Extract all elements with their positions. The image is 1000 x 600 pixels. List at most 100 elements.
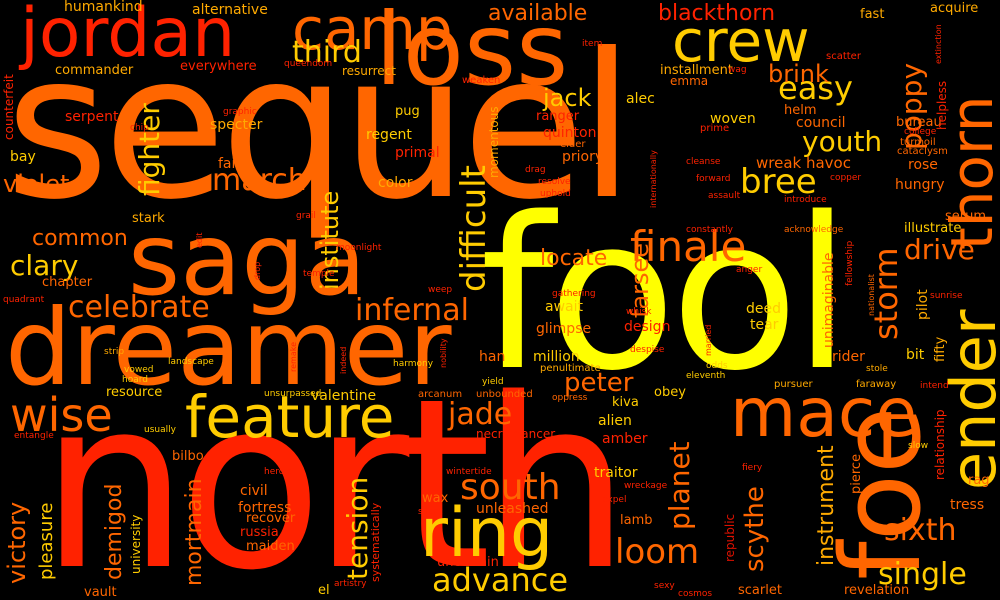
word-sequel: sequel [5,11,635,244]
word-easy: easy [778,69,853,107]
word-acquire: acquire [930,1,979,16]
word-march: march [212,163,307,198]
word-ring: ring [420,494,554,573]
word-amber: amber [602,431,648,447]
word-resource: resource [106,385,163,400]
word-nationalist: nationalist [867,274,876,316]
word-ender: ender [937,309,1000,490]
word-camp: camp [292,0,453,63]
word-necromancer: necromancer [476,427,556,441]
word-penultimate: penultimate [540,363,601,374]
word-cataclysm: cataclysm [897,146,948,157]
word-rider: rider [832,349,865,365]
word-fighter: fighter [133,103,166,196]
word-wax: wax [422,491,449,506]
word-installment: installment [660,63,733,78]
word-drive: drive [904,233,975,266]
word-regent: regent [366,127,412,143]
word-pilot: pilot [915,289,931,320]
word-infernal: infernal [355,293,469,328]
word-unimaginable: unimaginable [821,252,837,348]
word-illustrate: illustrate [904,221,962,236]
word-fast: fast [860,7,885,22]
word-drag: drag [525,165,546,175]
word-married: married [704,324,713,356]
word-kiva: kiva [612,395,639,410]
word-finale: finale [630,222,747,271]
word-uncertain: uncertain [437,555,499,570]
word-serpent: serpent [65,109,119,125]
word-stark: stark [132,211,165,226]
word-pierce: pierce [849,453,864,494]
word-faraway: faraway [856,379,897,390]
word-helpless: helpless [935,80,949,130]
word-jack: jack [543,84,592,112]
word-university: university [129,514,143,574]
word-ranger: ranger [536,109,580,124]
word-constantly: constantly [686,225,733,235]
word-deed: deed [746,301,781,317]
word-relationship: relationship [933,409,947,480]
word-valentine: valentine [311,388,377,404]
word-quadrant: quadrant [3,295,45,305]
word-item: item [582,39,603,49]
word-tress: tress [950,497,985,513]
word-whisk: whisk [626,307,652,317]
word-south: south [460,467,561,508]
word-han: han [479,349,506,365]
word-faith: faith [218,156,250,172]
word-nobility: nobility [439,338,448,368]
word-momentous: momentous [487,106,501,178]
word-scatter: scatter [826,51,861,62]
word-violet: violet [3,170,70,198]
word-council: council [796,115,846,131]
word-sexy: sexy [654,581,675,591]
word-wise: wise [10,388,113,442]
word-unbounded: unbounded [476,389,533,400]
word-chip: chip [130,123,149,133]
word-cleanse: cleanse [686,157,721,167]
word-weep: weep [428,285,453,295]
word-mace: mace [730,374,918,453]
word-wintertide: wintertide [446,467,492,477]
word-alec: alec [626,91,655,107]
word-gathering: gathering [552,289,596,299]
word-victory: victory [3,501,31,584]
word-farseer: farseer [626,233,654,318]
word-tear: tear [750,317,779,333]
word-drop: drop [253,261,262,280]
word-anger: anger [736,265,763,275]
word-traitor: traitor [594,465,638,481]
word-graphic: graphic [223,107,257,117]
word-jade: jade [448,397,513,432]
word-everywhere: everywhere [180,59,257,74]
word-resolve: resolve [538,177,571,187]
word-advance: advance [432,561,569,599]
word-elder: elder [560,139,586,150]
word-el: el [318,583,330,598]
word-woven: woven [710,111,756,127]
word-recover: recover [246,511,296,526]
word-humankind: humankind [64,0,143,15]
word-vowed: vowed [124,365,154,375]
word-difficult: difficult [454,165,494,292]
word-strip: strip [104,347,125,357]
word-hoard: hoard [122,375,148,385]
word-eleventh: eleventh [686,371,726,381]
word-harmony: harmony [393,359,434,369]
word-available: available [488,1,588,26]
word-temple: temple [303,269,335,279]
word-bilbo: bilbo [172,449,204,464]
word-college: college [904,127,937,137]
word-extinction: extinction [934,24,943,64]
word-revelation: revelation [844,583,910,598]
word-crew: crew [672,7,810,75]
word-fiery: fiery [742,463,763,473]
word-cosmos: cosmos [678,589,713,599]
word-yield: yield [482,377,504,387]
word-brink: brink [768,60,829,88]
word-scarlet: scarlet [738,583,782,598]
word-pursuer: pursuer [774,379,813,390]
word-loom: loom [615,532,700,572]
